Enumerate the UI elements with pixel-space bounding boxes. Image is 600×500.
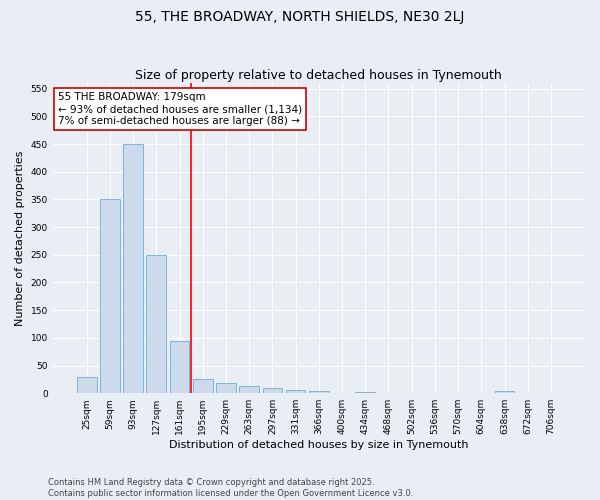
X-axis label: Distribution of detached houses by size in Tynemouth: Distribution of detached houses by size …	[169, 440, 469, 450]
Bar	[239, 386, 259, 393]
Y-axis label: Number of detached properties: Number of detached properties	[15, 150, 25, 326]
Text: Contains HM Land Registry data © Crown copyright and database right 2025.
Contai: Contains HM Land Registry data © Crown c…	[48, 478, 413, 498]
Bar	[193, 380, 212, 393]
Title: Size of property relative to detached houses in Tynemouth: Size of property relative to detached ho…	[136, 69, 502, 82]
Bar	[77, 376, 97, 393]
Bar	[263, 388, 282, 393]
Bar	[309, 391, 329, 393]
Bar	[100, 200, 120, 393]
Bar	[216, 383, 236, 393]
Bar	[286, 390, 305, 393]
Bar	[146, 255, 166, 393]
Text: 55, THE BROADWAY, NORTH SHIELDS, NE30 2LJ: 55, THE BROADWAY, NORTH SHIELDS, NE30 2L…	[136, 10, 464, 24]
Bar	[123, 144, 143, 393]
Bar	[494, 391, 514, 393]
Bar	[355, 392, 375, 393]
Bar	[170, 340, 190, 393]
Text: 55 THE BROADWAY: 179sqm
← 93% of detached houses are smaller (1,134)
7% of semi-: 55 THE BROADWAY: 179sqm ← 93% of detache…	[58, 92, 302, 126]
